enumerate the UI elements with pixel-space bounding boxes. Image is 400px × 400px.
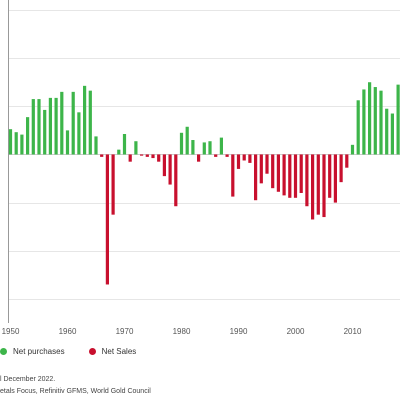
bar-2018 bbox=[396, 84, 400, 155]
x-tick-label-1990: 1990 bbox=[230, 327, 248, 336]
bar-2013 bbox=[368, 82, 372, 155]
bar-1955 bbox=[37, 99, 41, 155]
bar-1969 bbox=[117, 149, 121, 155]
bar-1989 bbox=[231, 154, 235, 197]
bar-1991 bbox=[242, 154, 246, 161]
bar-1963 bbox=[83, 85, 87, 155]
bar-1960 bbox=[65, 130, 70, 155]
bar-1994 bbox=[259, 154, 263, 184]
bar-1959 bbox=[60, 91, 64, 155]
legend-label-net-purchases: Net purchases bbox=[13, 346, 65, 356]
bar-2009 bbox=[345, 154, 349, 168]
net-purchases-swatch-icon bbox=[0, 347, 7, 355]
bar-1983 bbox=[197, 154, 201, 162]
bar-1950 bbox=[8, 129, 13, 155]
bar-2004 bbox=[316, 154, 320, 215]
bar-2017 bbox=[390, 113, 394, 155]
bar-1965 bbox=[94, 136, 98, 155]
x-axis-tick-labels: 1950 1960 1970 1980 1990 2000 2010 bbox=[2, 327, 362, 336]
bar-1998 bbox=[282, 154, 286, 196]
bar-1977 bbox=[162, 154, 166, 177]
bar-1956 bbox=[43, 109, 47, 155]
bar-2012 bbox=[362, 89, 366, 155]
bar-2014 bbox=[373, 87, 377, 155]
bar-1995 bbox=[265, 154, 269, 174]
legend-item-net-purchases: Net purchases bbox=[0, 347, 65, 356]
bar-1978 bbox=[168, 154, 172, 185]
bar-2007 bbox=[333, 154, 337, 203]
bar-1980 bbox=[179, 132, 184, 155]
bar-1968 bbox=[111, 154, 115, 215]
x-tick-label-1970: 1970 bbox=[116, 327, 134, 336]
bar-2010 bbox=[350, 144, 355, 155]
bar-1992 bbox=[248, 154, 252, 163]
net-sales-swatch-icon bbox=[88, 347, 96, 355]
bar-1954 bbox=[31, 99, 35, 155]
x-tick-label-1980: 1980 bbox=[173, 327, 191, 336]
legend-label-net-sales: Net Sales bbox=[101, 346, 137, 356]
bar-1986 bbox=[214, 154, 218, 157]
bar-2011 bbox=[356, 100, 360, 155]
bars bbox=[8, 82, 400, 285]
bar-1990 bbox=[236, 154, 241, 169]
bar-2016 bbox=[385, 108, 389, 155]
bar-1958 bbox=[54, 97, 58, 155]
bar-1971 bbox=[128, 154, 132, 162]
bar-2006 bbox=[328, 154, 332, 198]
bar-1975 bbox=[151, 154, 155, 159]
bar-1972 bbox=[134, 141, 138, 155]
legend: Net purchases Net Sales bbox=[0, 343, 160, 359]
bar-1962 bbox=[77, 112, 81, 155]
bar-2005 bbox=[322, 154, 326, 218]
bar-1999 bbox=[288, 154, 292, 198]
footnote-source: etals Focus, Refinitiv GFMS, World Gold … bbox=[0, 388, 151, 395]
bar-1993 bbox=[254, 154, 258, 201]
bar-1981 bbox=[185, 126, 189, 155]
x-tick-label-2000: 2000 bbox=[287, 327, 305, 336]
bar-1997 bbox=[276, 154, 280, 192]
bar-1961 bbox=[71, 91, 75, 155]
bar-1951 bbox=[14, 132, 18, 155]
x-tick-label-2010: 2010 bbox=[344, 327, 362, 336]
bar-1953 bbox=[26, 117, 30, 155]
x-tick-label-1960: 1960 bbox=[59, 327, 77, 336]
legend-item-net-sales: Net Sales bbox=[88, 346, 137, 356]
bar-1964 bbox=[88, 90, 92, 155]
bar-2003 bbox=[311, 154, 315, 220]
bar-1996 bbox=[271, 154, 275, 189]
bar-2000 bbox=[293, 154, 298, 198]
bar-1982 bbox=[191, 140, 195, 155]
bar-1952 bbox=[20, 134, 24, 155]
bar-1967 bbox=[105, 154, 109, 285]
bar-2001 bbox=[299, 154, 303, 193]
bar-1985 bbox=[208, 141, 212, 155]
bar-1987 bbox=[219, 137, 223, 155]
bar-1979 bbox=[174, 154, 178, 207]
bar-2002 bbox=[305, 154, 309, 207]
bar-1966 bbox=[100, 154, 104, 157]
bar-1974 bbox=[145, 154, 149, 157]
bar-2015 bbox=[379, 90, 383, 155]
bar-1973 bbox=[140, 154, 144, 156]
bar-1957 bbox=[48, 97, 52, 155]
x-tick-label-1950: 1950 bbox=[2, 327, 20, 336]
footnote-date: l December 2022. bbox=[0, 376, 56, 383]
bar-2008 bbox=[339, 154, 343, 183]
bar-1984 bbox=[202, 142, 206, 155]
bar-1970 bbox=[122, 134, 127, 155]
bar-1976 bbox=[157, 154, 161, 162]
bar-1988 bbox=[225, 154, 229, 157]
